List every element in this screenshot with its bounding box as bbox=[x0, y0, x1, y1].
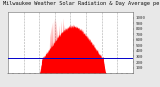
Text: Milwaukee Weather Solar Radiation & Day Average per Minute W/m2 (Today): Milwaukee Weather Solar Radiation & Day … bbox=[3, 1, 160, 6]
